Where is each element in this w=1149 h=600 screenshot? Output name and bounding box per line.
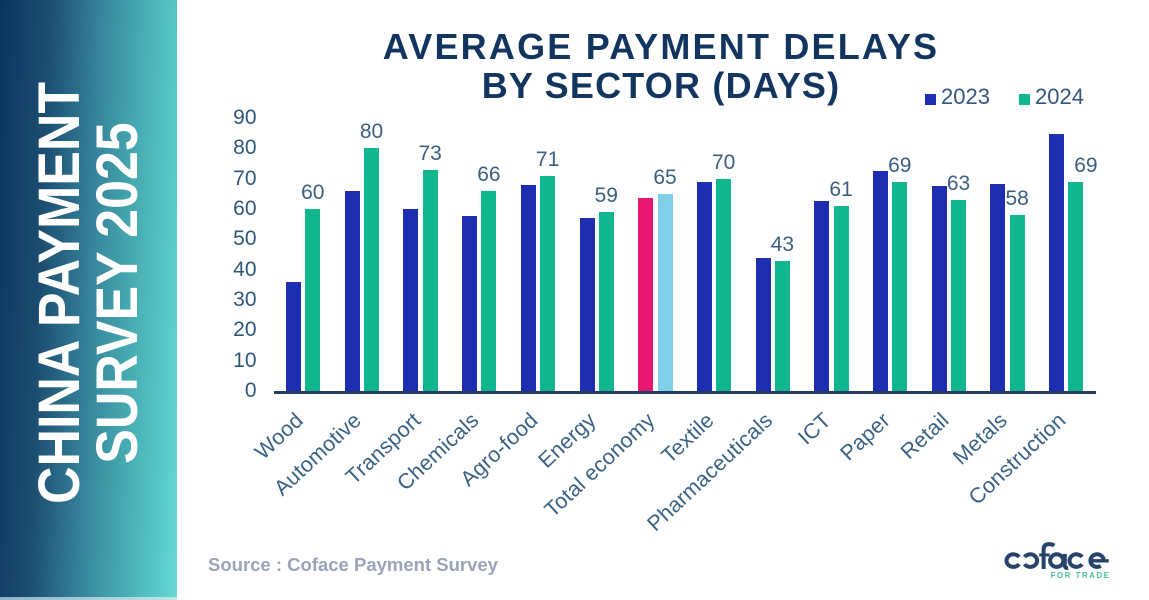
svg-text:FOR TRADE: FOR TRADE — [1051, 571, 1111, 580]
